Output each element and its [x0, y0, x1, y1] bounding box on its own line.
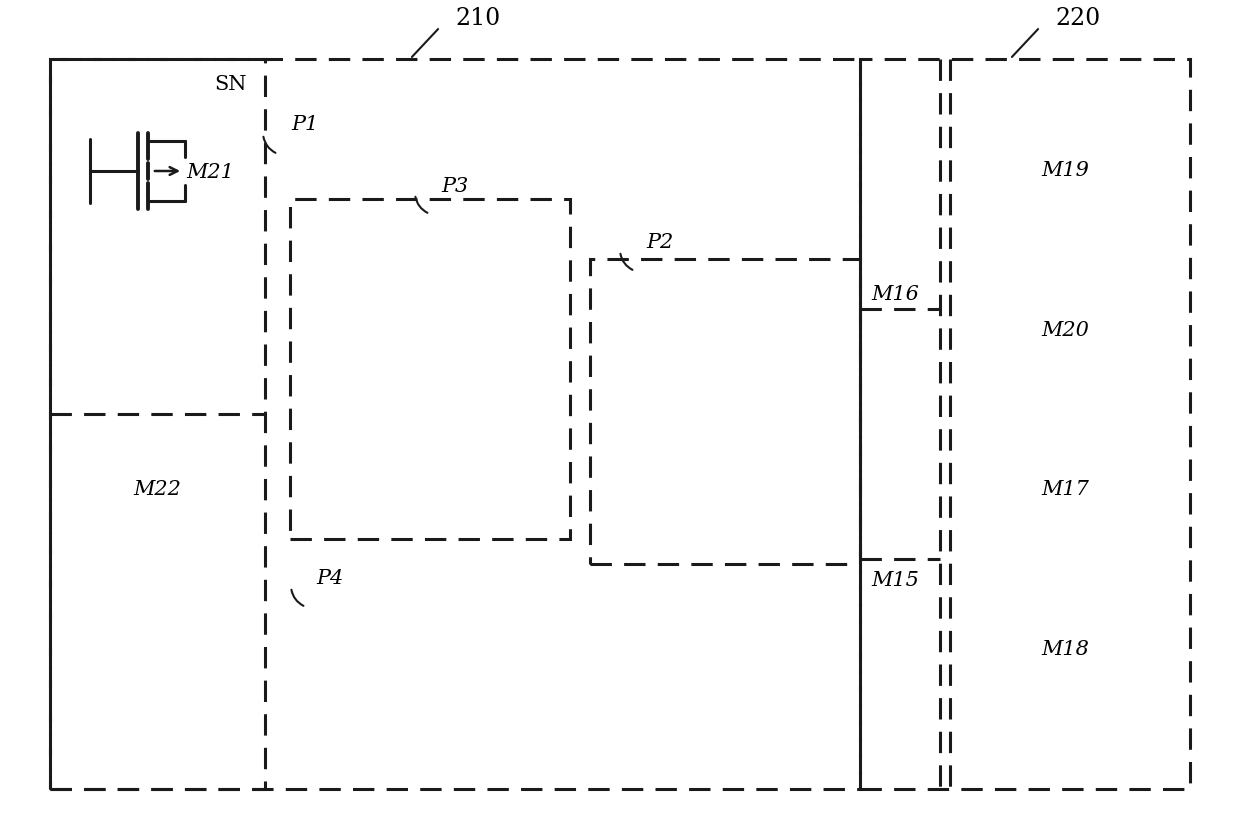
Bar	[50, 60, 265, 789]
Text: M15: M15	[871, 570, 919, 589]
Text: SN: SN	[214, 75, 247, 94]
Bar	[860, 60, 1189, 789]
Bar	[50, 60, 860, 789]
Text: 210: 210	[456, 7, 501, 29]
Bar	[290, 200, 570, 539]
Text: M21: M21	[186, 162, 234, 181]
Text: M20: M20	[1041, 320, 1089, 339]
Text: M16: M16	[871, 285, 919, 304]
Bar	[590, 260, 860, 564]
Text: P4: P4	[316, 568, 343, 587]
Text: M17: M17	[1041, 480, 1089, 499]
Text: M19: M19	[1041, 161, 1089, 179]
Text: M22: M22	[133, 480, 181, 499]
Text: P2: P2	[647, 233, 674, 252]
Text: 220: 220	[1056, 7, 1100, 29]
Text: M18: M18	[1041, 640, 1089, 659]
Text: P3: P3	[441, 176, 468, 196]
Text: P1: P1	[291, 115, 318, 135]
